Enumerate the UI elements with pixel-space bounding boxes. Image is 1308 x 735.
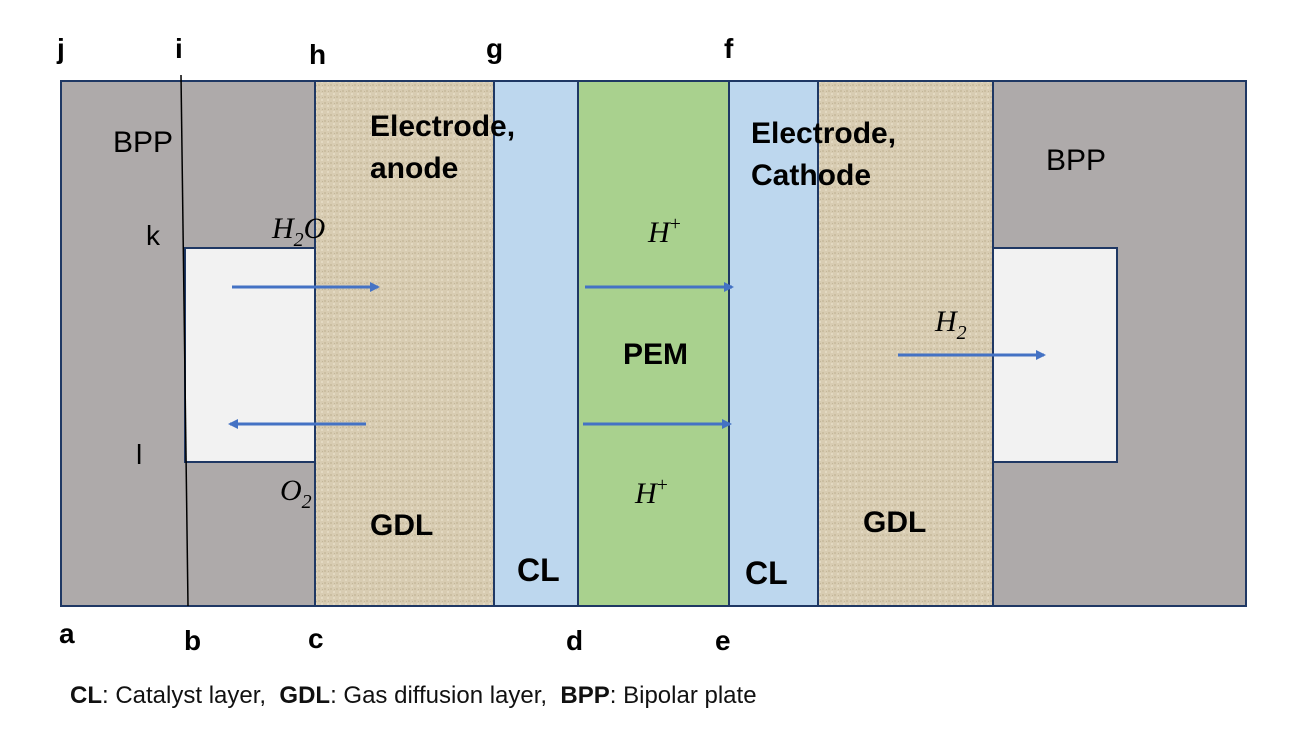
bpp-right-label: BPP: [1046, 144, 1106, 177]
gdl-left-label: GDL: [370, 509, 433, 542]
caption-bpp-abbr: BPP: [560, 682, 610, 709]
label-b: b: [184, 625, 201, 656]
caption-cl-abbr: CL: [70, 682, 102, 709]
cl-left-layer: [493, 80, 579, 607]
label-j: j: [56, 33, 65, 64]
label-i: i: [175, 33, 183, 64]
proton-bottom-label: H+: [634, 474, 668, 510]
cl-right-layer: [728, 80, 819, 607]
caption-gdl-text: : Gas diffusion layer,: [330, 682, 561, 709]
oxygen-label: O2: [280, 474, 312, 513]
caption-cl-text: : Catalyst layer,: [102, 682, 280, 709]
label-g: g: [486, 33, 503, 64]
gdl-left-layer: [314, 80, 495, 607]
caption-gdl-abbr: GDL: [279, 682, 331, 709]
cathode-label-line2: Cathode: [751, 159, 871, 192]
label-h: h: [309, 39, 326, 70]
cl-right-label: CL: [745, 555, 788, 591]
boundary-line-i-b: [180, 74, 189, 607]
pem-layer: [577, 80, 730, 607]
cl-left-label: CL: [517, 552, 560, 588]
caption-bpp-text: : Bipolar plate: [609, 682, 757, 709]
label-d: d: [566, 625, 583, 656]
cathode-label-line1: Electrode,: [751, 117, 896, 150]
gdl-right-label: GDL: [863, 506, 926, 539]
label-k: k: [146, 220, 161, 251]
anode-flow-channel: [184, 247, 316, 463]
label-l: l: [136, 439, 142, 470]
water-label: H2O: [271, 212, 325, 251]
label-c: c: [308, 623, 324, 654]
anode-label-line2: anode: [370, 152, 458, 185]
gdl-right-layer: [817, 80, 994, 607]
pem-label: PEM: [623, 338, 688, 371]
label-a: a: [59, 618, 75, 649]
label-f: f: [724, 33, 734, 64]
legend-caption: CL: Catalyst layer, GDL: Gas diffusion l…: [70, 682, 757, 710]
bpp-left-label: BPP: [113, 126, 173, 159]
anode-label-line1: Electrode,: [370, 110, 515, 143]
label-e: e: [715, 625, 731, 656]
hydrogen-label: H2: [934, 305, 967, 344]
proton-top-label: H+: [647, 213, 681, 249]
